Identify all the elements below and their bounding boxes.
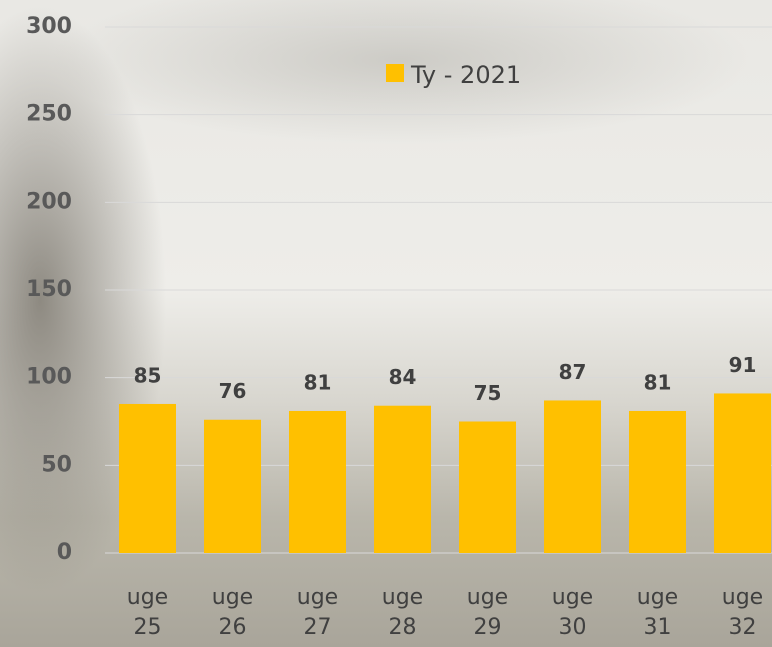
x-tick-label: uge 32 [718,583,768,643]
value-label: 84 [389,365,417,389]
value-label: 75 [474,381,502,405]
value-label: 85 [134,363,162,387]
value-label: 87 [559,360,587,384]
bar [544,400,601,553]
y-tick-label: 50 [41,452,72,477]
y-tick-label: 250 [26,102,72,127]
value-label: 81 [644,370,672,394]
y-tick-label: 100 [26,365,72,390]
x-tick-label: uge 30 [548,583,598,643]
x-tick-label: uge 25 [123,583,173,643]
x-tick-label: uge 26 [208,583,258,643]
bar [629,411,686,553]
legend-swatch [386,64,404,82]
bar [374,406,431,553]
x-tick-label: uge 28 [378,583,428,643]
value-label: 91 [729,353,757,377]
bar [459,422,516,554]
chart: 0 50 100 150 200 250 300 Ty - 2021 85 76 81 84 75 87 8… [0,0,772,647]
value-label: 81 [304,370,332,394]
legend-label: Ty - 2021 [410,61,521,89]
bar [119,404,176,553]
y-tick-label: 300 [26,14,72,39]
bar [289,411,346,553]
y-tick-label: 200 [26,189,72,214]
bar [204,420,261,553]
x-tick-label: uge 31 [633,583,683,643]
x-tick-label: uge 29 [463,583,513,643]
bar [714,393,771,553]
x-tick-label: uge 27 [293,583,343,643]
y-tick-label: 150 [26,277,72,302]
plot: 0 50 100 150 200 250 300 Ty - 2021 85 76 81 84 75 87 8… [0,0,772,647]
value-label: 76 [219,379,247,403]
y-tick-label: 0 [57,540,72,565]
